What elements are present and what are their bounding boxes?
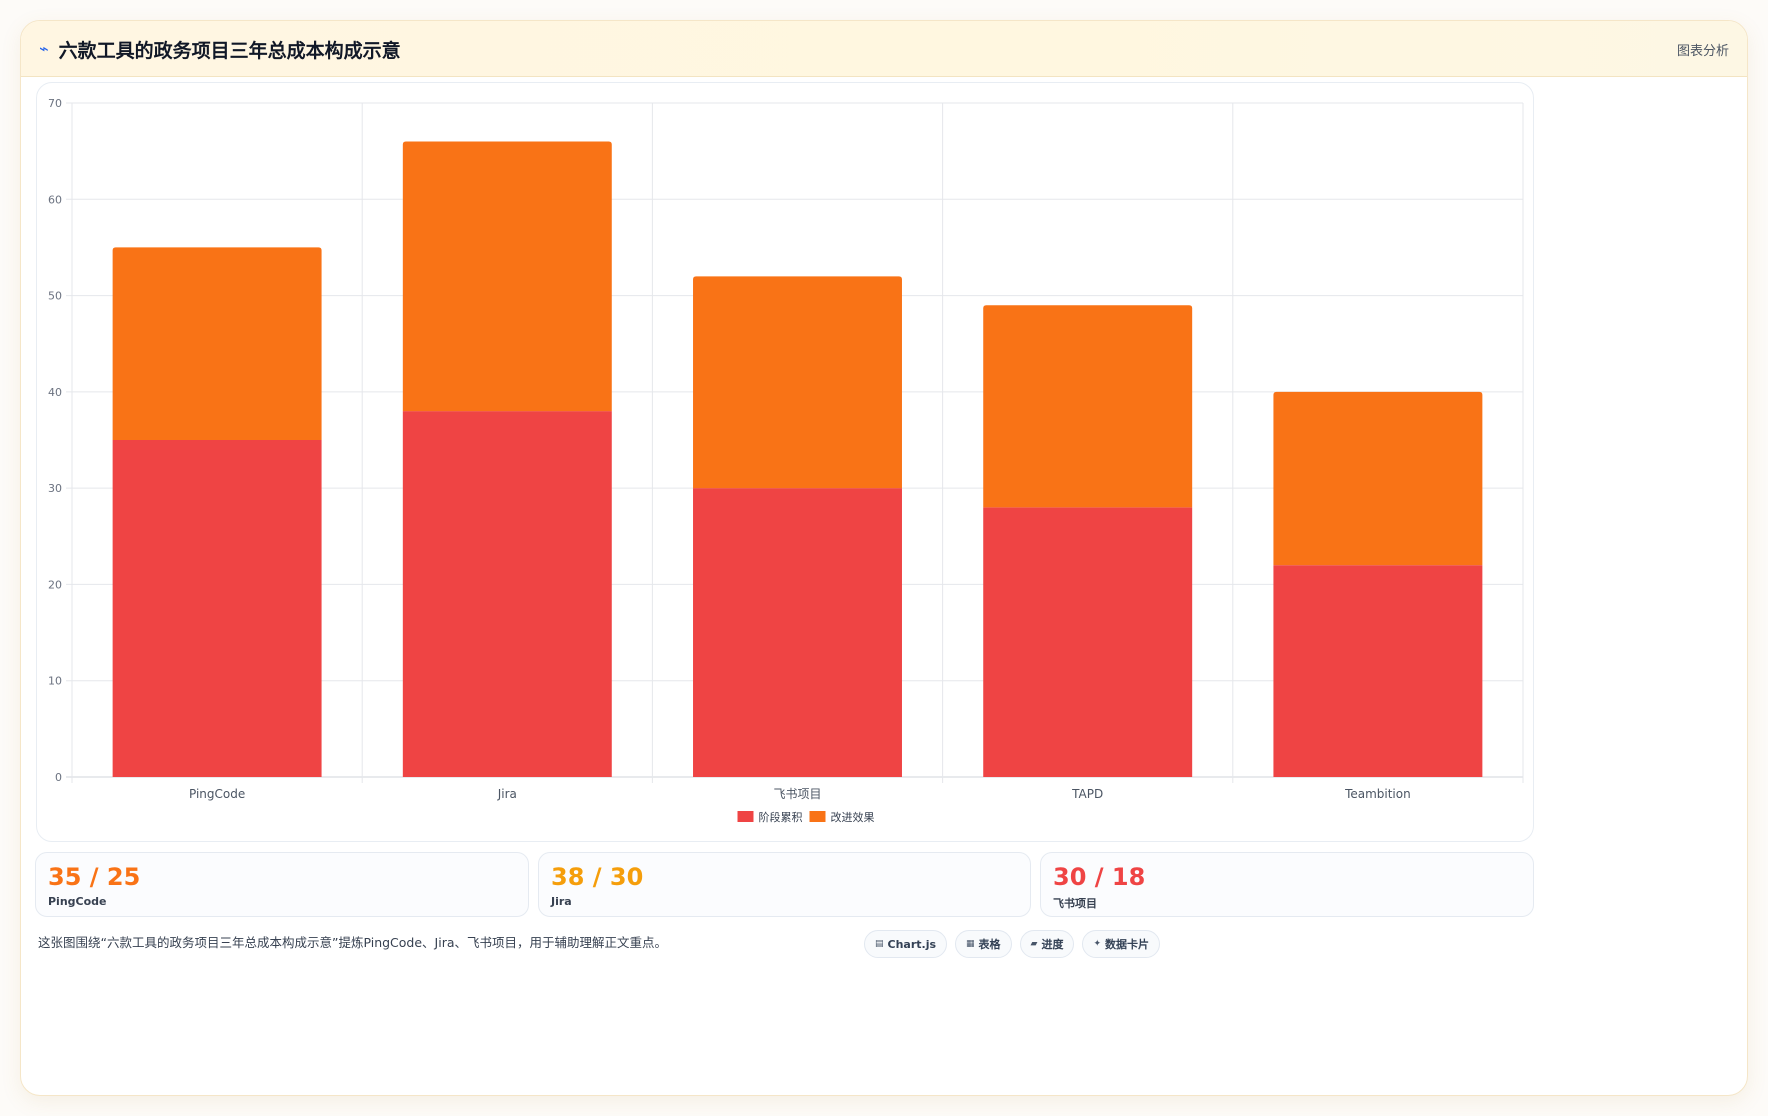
y-tick-label: 40 xyxy=(48,386,62,399)
bar-TAPD-阶段累积 xyxy=(983,507,1193,777)
tag-label: 进度 xyxy=(1041,938,1064,951)
stat-value: 30 / 18 xyxy=(1053,863,1146,891)
y-tick-label: 0 xyxy=(55,771,62,784)
data-card-icon: ✦ xyxy=(1093,939,1102,949)
bar-PingCode-改进效果 xyxy=(112,247,322,440)
bar-Jira-阶段累积 xyxy=(402,411,612,777)
page-title: 六款工具的政务项目三年总成本构成示意 xyxy=(58,39,401,62)
y-tick-label: 30 xyxy=(48,482,62,495)
chart-analysis-link[interactable]: 图表分析 xyxy=(1676,43,1729,59)
y-tick-label: 50 xyxy=(48,290,62,303)
legend-swatch xyxy=(809,811,826,822)
tag-table[interactable]: ▦ 表格 xyxy=(955,930,1012,958)
tag-label: 数据卡片 xyxy=(1105,938,1150,951)
title-wrap: ⌁ 六款工具的政务项目三年总成本构成示意 xyxy=(39,21,401,77)
legend-label: 阶段累积 xyxy=(759,810,803,824)
stat-value: 38 / 30 xyxy=(551,863,644,891)
chart-panel: 0 10 20 30 40 50 60 70 PingCode Jira 飞书项目 TAPD Teamb… xyxy=(36,82,1534,842)
y-tick-label: 20 xyxy=(48,578,62,591)
stat-label: PingCode xyxy=(48,895,107,908)
bar-Teambition-改进效果 xyxy=(1273,391,1483,566)
stat-label: Jira xyxy=(551,895,572,908)
stat-card-1: 38 / 30 Jira xyxy=(538,852,1031,917)
footer-note: 这张图围绕“六款工具的政务项目三年总成本构成示意”提炼PingCode、Jira… xyxy=(38,935,668,950)
x-tick-label: 飞书项目 xyxy=(773,787,821,801)
stat-card-2: 30 / 18 飞书项目 xyxy=(1040,852,1534,917)
tag-data-card[interactable]: ✦ 数据卡片 xyxy=(1082,930,1161,958)
tag-list: ▤ Chart.js ▦ 表格 ▰ 进度 ✦ 数据卡片 xyxy=(864,930,1161,958)
stat-value: 35 / 25 xyxy=(48,863,141,891)
progress-icon: ▰ xyxy=(1030,939,1038,949)
tag-label: Chart.js xyxy=(887,937,937,951)
stat-label: 飞书项目 xyxy=(1053,897,1097,910)
bar-飞书项目-阶段累积 xyxy=(693,488,902,777)
legend-label: 改进效果 xyxy=(831,810,875,824)
bar-飞书项目-改进效果 xyxy=(693,276,902,489)
legend-swatch xyxy=(737,811,754,822)
tag-progress[interactable]: ▰ 进度 xyxy=(1019,930,1075,958)
chart-icon: ▤ xyxy=(875,939,884,949)
bar-TAPD-改进效果 xyxy=(983,305,1193,508)
bar-Jira-改进效果 xyxy=(402,141,612,412)
y-tick-label: 60 xyxy=(48,193,62,206)
y-tick-label: 70 xyxy=(48,97,62,110)
table-icon: ▦ xyxy=(966,939,975,949)
x-tick-label: PingCode xyxy=(189,787,245,801)
bar-Teambition-阶段累积 xyxy=(1273,565,1483,777)
trend-line-icon: ⌁ xyxy=(39,39,49,58)
x-tick-label: TAPD xyxy=(1071,787,1103,801)
x-tick-label: Jira xyxy=(497,787,517,801)
stat-card-0: 35 / 25 PingCode xyxy=(35,852,529,917)
tag-label: 表格 xyxy=(978,938,1001,951)
x-tick-label: Teambition xyxy=(1344,787,1411,801)
card-header: ⌁ 六款工具的政务项目三年总成本构成示意 图表分析 xyxy=(21,21,1747,77)
y-tick-label: 10 xyxy=(48,675,62,688)
stacked-bar-chart: 0 10 20 30 40 50 60 70 PingCode Jira 飞书项目 TAPD Teamb… xyxy=(48,97,1524,824)
bar-PingCode-阶段累积 xyxy=(112,440,322,777)
tag-chartjs[interactable]: ▤ Chart.js xyxy=(864,930,948,958)
